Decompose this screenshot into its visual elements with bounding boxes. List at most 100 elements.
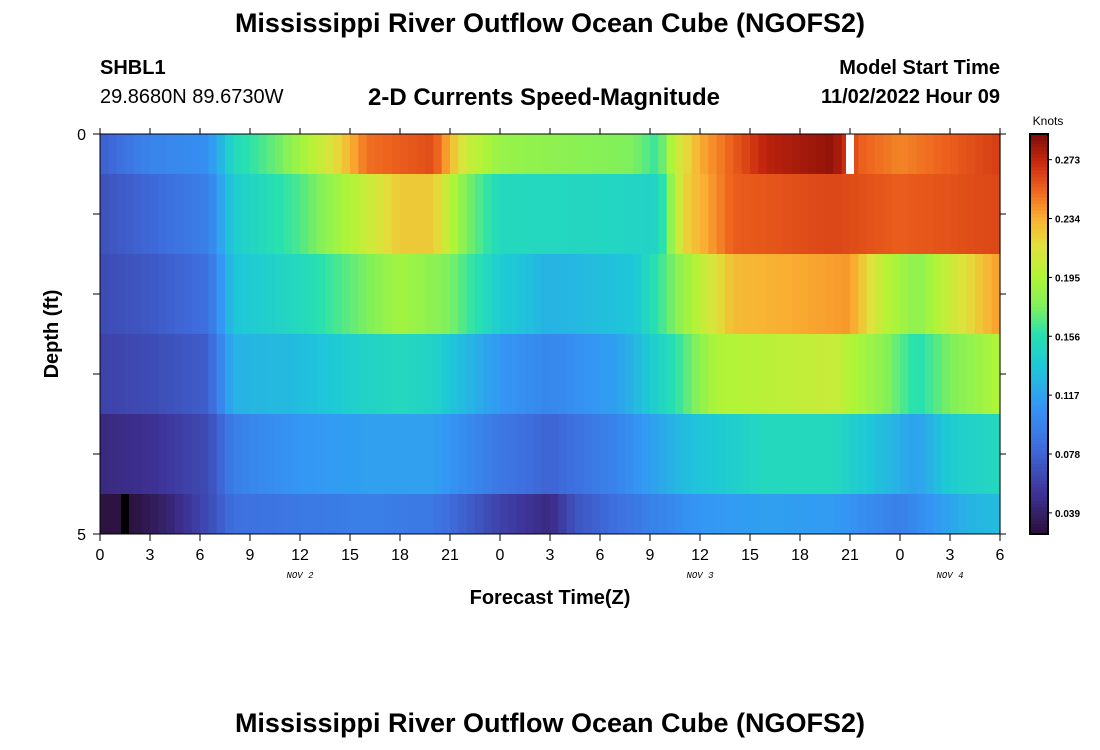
heatmap-cell <box>858 334 868 414</box>
colorbar-segment <box>1030 190 1048 195</box>
heatmap-row <box>100 494 1001 534</box>
heatmap-cell <box>983 134 993 174</box>
heatmap-cell <box>566 254 576 334</box>
heatmap-cell <box>483 254 493 334</box>
heatmap-cell <box>650 494 659 534</box>
colorbar: 0.273 0.234 0.195 0.156 0.117 0.078 0.039 <box>1029 133 1080 535</box>
heatmap-cell <box>916 254 926 334</box>
heatmap-cell <box>600 494 609 534</box>
colorbar-segment <box>1030 497 1048 502</box>
colorbar-segment <box>1030 517 1048 522</box>
heatmap-cell <box>883 174 893 254</box>
heatmap-cell <box>825 334 834 414</box>
colorbar-tick-label: 0.273 <box>1055 156 1080 167</box>
colorbar-segment <box>1030 417 1048 422</box>
heatmap-cell <box>125 134 134 174</box>
heatmap-cell <box>641 494 651 534</box>
heatmap-cell <box>675 494 684 534</box>
heatmap-cell <box>541 414 551 494</box>
heatmap-cell <box>691 254 701 334</box>
heatmap-cell <box>875 334 884 414</box>
heatmap-cell <box>433 254 443 334</box>
heatmap-cell <box>866 414 876 494</box>
heatmap-cell <box>808 254 818 334</box>
colorbar-segment <box>1030 494 1048 498</box>
y-tick-label: 0 <box>77 127 86 144</box>
heatmap-cell <box>833 174 843 254</box>
heatmap-cell <box>291 334 301 414</box>
heatmap-cell <box>716 254 726 334</box>
colorbar-segment <box>1030 340 1048 345</box>
x-tick-label: 12 <box>291 547 309 564</box>
heatmap-cell <box>725 334 734 414</box>
heatmap-cell <box>675 134 684 174</box>
heatmap-cell <box>441 254 451 334</box>
heatmap-cell <box>625 414 634 494</box>
heatmap-cell <box>575 334 584 414</box>
heatmap-cell <box>241 494 251 534</box>
colorbar-segment <box>1030 187 1048 192</box>
x-axis-title: Forecast Time(Z) <box>470 587 631 609</box>
heatmap-cell <box>325 174 334 254</box>
date-label: NOV 4 <box>936 571 963 581</box>
heatmap-cell <box>100 334 109 414</box>
heatmap-cell <box>783 134 793 174</box>
heatmap-cell <box>333 254 343 334</box>
heatmap-cell <box>908 334 918 414</box>
colorbar-tick-label: 0.117 <box>1055 391 1080 402</box>
colorbar-segment <box>1030 297 1048 302</box>
heatmap-cell <box>750 494 759 534</box>
date-label: NOV 2 <box>286 571 314 581</box>
heatmap-cell <box>533 254 543 334</box>
heatmap-cell <box>283 494 293 534</box>
heatmap-cell <box>641 174 651 254</box>
heatmap-cell <box>708 254 718 334</box>
heatmap-cell <box>400 334 409 414</box>
heatmap-cell <box>416 134 426 174</box>
heatmap-cell <box>208 134 218 174</box>
heatmap-cell <box>900 414 909 494</box>
heatmap-cell <box>525 494 534 534</box>
heatmap-cell <box>466 134 476 174</box>
heatmap-cell <box>691 414 701 494</box>
colorbar-segment <box>1030 400 1048 405</box>
heatmap-cell <box>758 254 768 334</box>
heatmap-cell <box>100 414 109 494</box>
heatmap-cell <box>725 494 734 534</box>
heatmap-cell <box>550 414 559 494</box>
heatmap-cell <box>175 254 184 334</box>
heatmap-cell <box>450 494 459 534</box>
heatmap-cell <box>400 174 409 254</box>
heatmap-row <box>100 334 1001 414</box>
heatmap-cell <box>533 334 543 414</box>
heatmap-cell <box>216 254 226 334</box>
heatmap-cell <box>300 174 309 254</box>
heatmap-cell <box>391 174 401 254</box>
heatmap-cell <box>683 334 693 414</box>
heatmap-cell <box>916 414 926 494</box>
current-speed-heatmap: 0 3 6 9 12 15 18 21 0 3 6 9 12 15 18 21 0 3 6 NOV 2 NOV 3 NOV… <box>41 114 1080 609</box>
heatmap-cell <box>350 254 359 334</box>
heatmap-cell <box>950 414 959 494</box>
heatmap-cell <box>658 174 668 254</box>
heatmap-cell <box>641 134 651 174</box>
heatmap-cell <box>241 134 251 174</box>
heatmap-cell <box>283 334 293 414</box>
heatmap-cell <box>241 334 251 414</box>
heatmap-cell <box>958 254 968 334</box>
heatmap-cell <box>425 334 434 414</box>
heatmap-cell <box>391 254 401 334</box>
heatmap-cell <box>450 334 459 414</box>
heatmap-cell <box>908 494 918 534</box>
heatmap-cell <box>466 494 476 534</box>
heatmap-cell <box>858 254 868 334</box>
colorbar-segment <box>1030 334 1048 338</box>
heatmap-cell <box>616 414 626 494</box>
date-label: NOV 3 <box>686 571 714 581</box>
heatmap-cell <box>658 134 668 174</box>
heatmap-cell <box>500 174 509 254</box>
heatmap-cell <box>633 174 643 254</box>
heatmap-cell <box>458 174 468 254</box>
heatmap-cell <box>341 414 351 494</box>
heatmap-cell <box>933 174 943 254</box>
